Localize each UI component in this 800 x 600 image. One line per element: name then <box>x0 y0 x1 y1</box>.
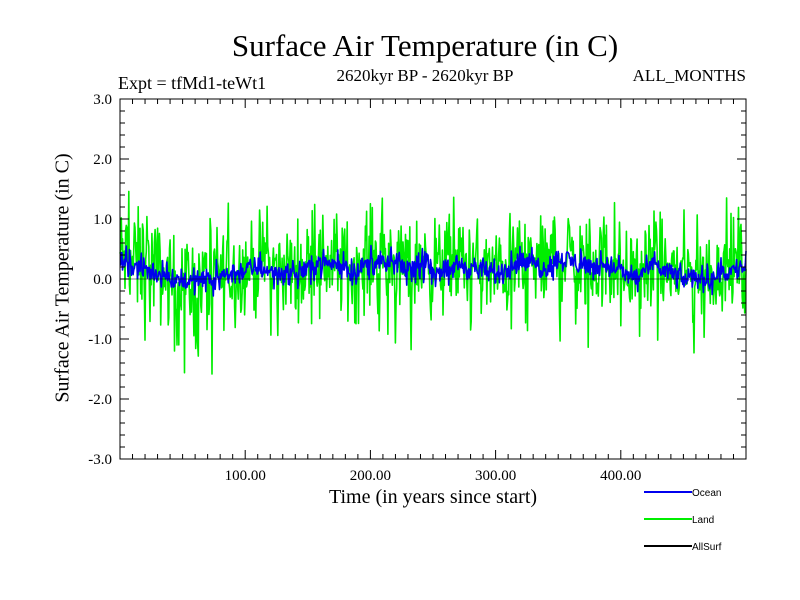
y-tick-label: 1.0 <box>93 212 112 228</box>
legend-label-ocean: Ocean <box>692 488 721 499</box>
y-tick-label: 2.0 <box>93 152 112 168</box>
experiment-label: Expt = tfMd1-teWt1 <box>118 73 267 93</box>
legend-label-allsurf: AllSurf <box>692 542 722 553</box>
y-tick-label: -3.0 <box>88 452 112 468</box>
x-axis-label: Time (in years since start) <box>328 486 538 508</box>
x-tick-label: 100.00 <box>225 468 266 484</box>
y-tick-label: 3.0 <box>93 92 112 108</box>
period-label: 2620kyr BP - 2620kyr BP <box>336 66 514 85</box>
x-tick-label: 400.00 <box>600 468 641 484</box>
series-ocean-line <box>119 244 747 297</box>
y-tick-label: -1.0 <box>88 332 112 348</box>
legend: Ocean Land AllSurf <box>644 488 722 553</box>
chart-title: Surface Air Temperature (in C) <box>231 28 619 63</box>
axes-layer: -3.0 -2.0 -1.0 0.0 1.0 2.0 3.0 100.00 200.00 300.… <box>88 92 747 484</box>
series-land-line <box>119 190 747 375</box>
months-label: ALL_MONTHS <box>632 66 746 85</box>
y-tick-label: 0.0 <box>93 272 112 288</box>
legend-label-land: Land <box>692 515 714 526</box>
series-layer <box>119 190 747 375</box>
x-tick-label: 300.00 <box>475 468 516 484</box>
y-tick-label: -2.0 <box>88 392 112 408</box>
x-tick-label: 200.00 <box>350 468 391 484</box>
